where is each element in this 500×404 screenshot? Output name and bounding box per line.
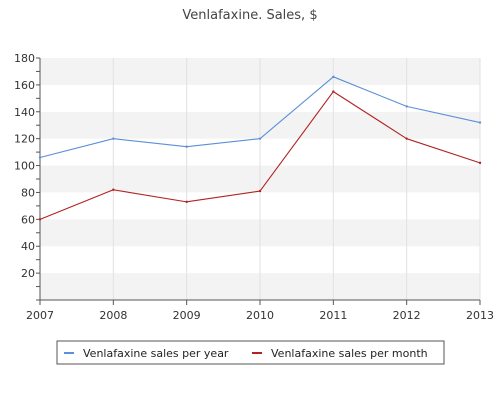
data-point xyxy=(112,188,115,191)
data-point xyxy=(405,137,408,140)
legend-label: Venlafaxine sales per month xyxy=(271,347,428,360)
data-point xyxy=(38,156,42,159)
legend: Venlafaxine sales per year Venlafaxine sa… xyxy=(56,340,445,365)
y-tick-label: 100 xyxy=(14,160,35,173)
y-tick-label: 20 xyxy=(21,267,35,280)
y-tick-label: 120 xyxy=(14,133,35,146)
x-tick-label: 2009 xyxy=(173,309,201,322)
x-tick-label: 2011 xyxy=(319,309,347,322)
data-point xyxy=(405,105,408,108)
x-tick-label: 2008 xyxy=(99,309,127,322)
y-tick-label: 180 xyxy=(14,52,35,65)
data-point xyxy=(258,189,262,193)
y-tick-label: 140 xyxy=(14,106,35,119)
x-tick-label: 2007 xyxy=(26,309,54,322)
data-point xyxy=(478,121,482,124)
y-tick-label: 60 xyxy=(21,213,35,226)
y-tick-label: 160 xyxy=(14,79,35,92)
legend-label: Venlafaxine sales per year xyxy=(83,347,229,360)
data-point xyxy=(478,161,482,165)
data-point xyxy=(38,218,42,221)
chart-title: Venlafaxine. Sales, $ xyxy=(182,8,317,23)
x-axis-ticks: 2007 2008 2009 2010 2011 2012 2013 xyxy=(26,300,494,322)
y-axis-ticks: 20 40 60 80 100 120 140 160 180 xyxy=(14,52,40,301)
data-point xyxy=(332,75,335,79)
y-tick-label: 80 xyxy=(21,186,35,199)
data-point xyxy=(185,145,188,148)
data-point xyxy=(332,90,335,93)
data-point xyxy=(112,137,115,140)
x-tick-label: 2013 xyxy=(466,309,494,322)
data-point xyxy=(258,137,262,140)
y-tick-label: 40 xyxy=(21,240,35,253)
series-lines xyxy=(38,75,482,221)
legend-box xyxy=(56,340,445,365)
data-point xyxy=(185,200,188,204)
x-tick-label: 2012 xyxy=(393,309,421,322)
x-tick-label: 2010 xyxy=(246,309,274,322)
